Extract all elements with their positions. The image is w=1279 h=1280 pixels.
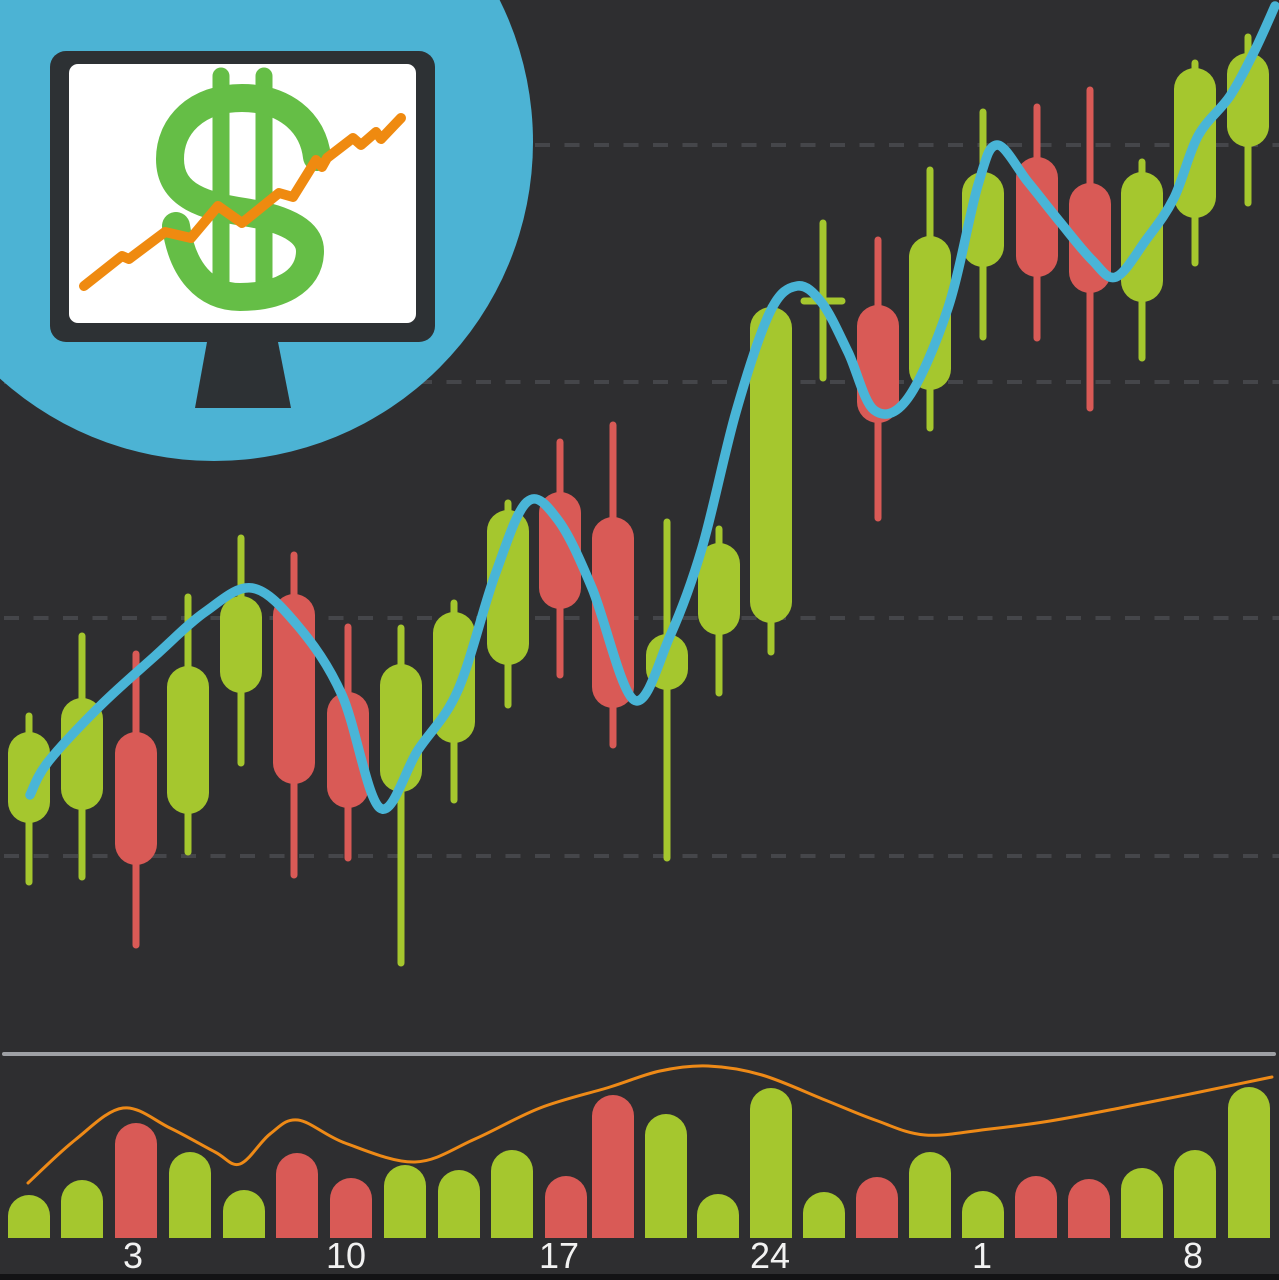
candle-body — [909, 236, 951, 390]
volume-bar — [330, 1178, 372, 1238]
volume-bar — [1015, 1176, 1057, 1238]
dollar-s-curve — [155, 83, 331, 312]
candle-body — [380, 664, 422, 792]
volume-bar — [1174, 1150, 1216, 1238]
volume-bar — [438, 1170, 480, 1238]
price-ma-line — [25, 1, 1279, 814]
volume-bar — [1228, 1087, 1270, 1238]
candle-body — [327, 692, 369, 808]
candle-body — [698, 543, 740, 635]
candle — [115, 650, 157, 949]
volume-bar — [909, 1152, 951, 1238]
candle-body — [8, 732, 50, 823]
candle-body — [1121, 172, 1163, 302]
candle — [167, 593, 209, 856]
candle-body — [61, 698, 103, 810]
volume-bar — [115, 1123, 157, 1238]
volume-bar — [645, 1114, 687, 1238]
volume-bar — [545, 1176, 587, 1238]
volume-bar — [856, 1177, 898, 1238]
candle-body — [167, 666, 209, 814]
x-axis-label: 24 — [750, 1235, 790, 1276]
volume-bar — [803, 1192, 845, 1238]
candle — [539, 438, 581, 679]
candle-body — [487, 510, 529, 665]
candle — [750, 303, 792, 656]
dollar-sign-icon — [155, 67, 331, 312]
x-axis-label: 17 — [539, 1235, 579, 1276]
candle — [327, 623, 369, 862]
candle — [220, 534, 262, 767]
volume-bar — [592, 1095, 634, 1238]
candle-body — [750, 307, 792, 623]
x-axis-labels: 3 10 17 24 1 8 — [123, 1235, 1203, 1276]
monitor-screen — [69, 64, 416, 323]
volume-bar — [1068, 1179, 1110, 1238]
volume-bar — [223, 1190, 265, 1238]
monitor-badge — [0, 0, 533, 461]
volume-bar — [169, 1152, 211, 1238]
x-axis-label: 3 — [123, 1235, 143, 1276]
volume-bars — [8, 1087, 1270, 1238]
volume-bar — [276, 1153, 318, 1238]
candle-body — [539, 492, 581, 609]
candle-body — [115, 732, 157, 865]
volume-ma-line — [26, 1064, 1274, 1185]
x-axis-label: 8 — [1183, 1235, 1203, 1276]
x-axis-label: 10 — [326, 1235, 366, 1276]
volume-bar — [491, 1150, 533, 1238]
volume-bar — [750, 1088, 792, 1238]
monitor-stand — [195, 342, 291, 408]
candle-body — [592, 517, 634, 708]
candle — [61, 632, 103, 881]
volume-bar — [384, 1165, 426, 1238]
volume-bar — [8, 1195, 50, 1238]
volume-bar — [962, 1191, 1004, 1238]
x-axis-label: 1 — [972, 1235, 992, 1276]
candle — [592, 421, 634, 749]
screen-trend-line — [79, 113, 406, 291]
candlestick-series — [8, 33, 1269, 967]
candle — [909, 166, 951, 432]
candle-body — [857, 305, 899, 423]
candle — [698, 525, 740, 697]
volume-bar — [1121, 1168, 1163, 1238]
bottom-strip — [0, 1274, 1279, 1280]
candle — [1121, 158, 1163, 362]
volume-bar — [697, 1194, 739, 1238]
volume-bar — [61, 1180, 103, 1238]
candle-body — [220, 596, 262, 693]
